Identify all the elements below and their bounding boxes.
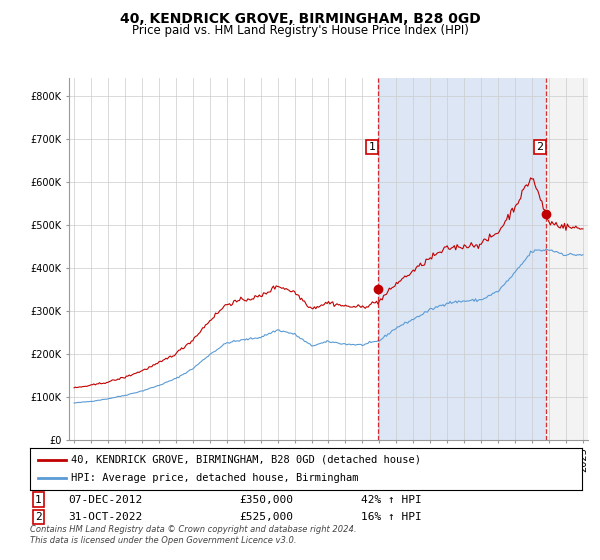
Text: Contains HM Land Registry data © Crown copyright and database right 2024.
This d: Contains HM Land Registry data © Crown c…	[30, 525, 356, 545]
Text: 2: 2	[536, 142, 544, 152]
Text: HPI: Average price, detached house, Birmingham: HPI: Average price, detached house, Birm…	[71, 473, 359, 483]
Text: £525,000: £525,000	[240, 512, 294, 522]
Text: 16% ↑ HPI: 16% ↑ HPI	[361, 512, 422, 522]
Bar	[546, 78, 588, 440]
Text: Price paid vs. HM Land Registry's House Price Index (HPI): Price paid vs. HM Land Registry's House …	[131, 24, 469, 36]
Text: 07-DEC-2012: 07-DEC-2012	[68, 494, 143, 505]
Text: 40, KENDRICK GROVE, BIRMINGHAM, B28 0GD (detached house): 40, KENDRICK GROVE, BIRMINGHAM, B28 0GD …	[71, 455, 421, 465]
Text: £350,000: £350,000	[240, 494, 294, 505]
Text: 31-OCT-2022: 31-OCT-2022	[68, 512, 143, 522]
Bar	[378, 78, 546, 440]
Text: 1: 1	[368, 142, 376, 152]
Text: 1: 1	[35, 494, 41, 505]
Text: 2: 2	[35, 512, 41, 522]
Text: 40, KENDRICK GROVE, BIRMINGHAM, B28 0GD: 40, KENDRICK GROVE, BIRMINGHAM, B28 0GD	[119, 12, 481, 26]
Text: 42% ↑ HPI: 42% ↑ HPI	[361, 494, 422, 505]
